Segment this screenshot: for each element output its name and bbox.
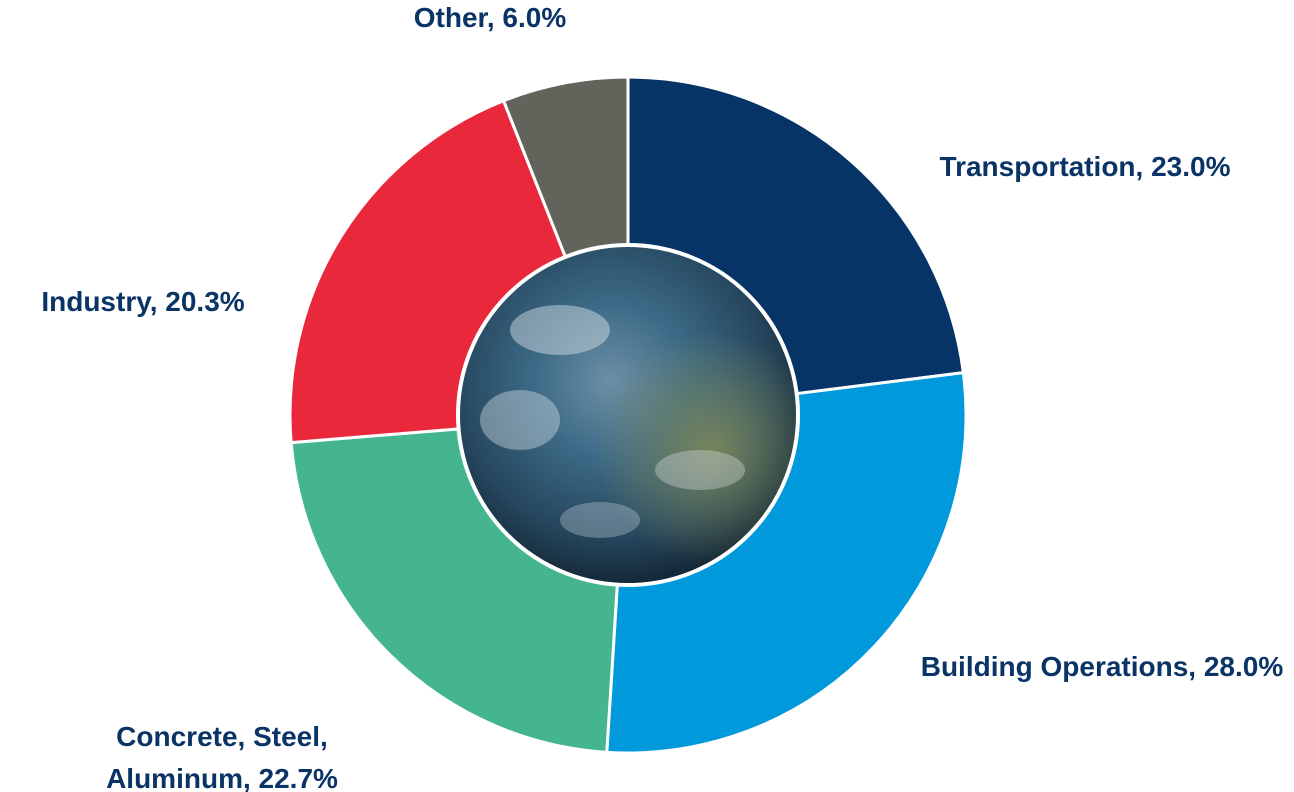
- data-label: Building Operations, 28.0%: [920, 651, 1284, 682]
- center-globe: [456, 243, 800, 587]
- data-label: Concrete, Steel, Aluminum, 22.7%: [106, 721, 338, 792]
- data-label: Industry, 20.3%: [41, 286, 245, 317]
- data-label: Transportation, 23.0%: [939, 151, 1231, 182]
- data-label: Other, 6.0%: [413, 2, 567, 33]
